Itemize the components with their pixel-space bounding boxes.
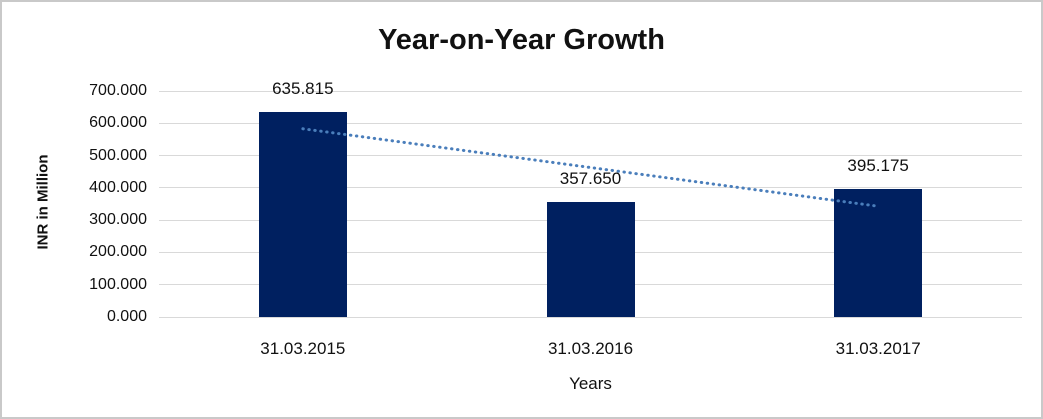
bar — [546, 201, 635, 317]
y-tick-label: 300.000 — [89, 211, 147, 229]
gridline — [159, 90, 1022, 92]
y-tick-label: 500.000 — [89, 146, 147, 164]
y-axis-title: INR in Million — [34, 154, 52, 250]
gridline — [159, 187, 1022, 189]
trendline — [301, 127, 880, 208]
y-tick-label: 200.000 — [89, 243, 147, 261]
x-category-label: 31.03.2016 — [547, 339, 634, 358]
gridline — [159, 122, 1022, 124]
x-axis-title: Years — [569, 374, 612, 393]
y-tick-label: 0.000 — [106, 308, 147, 325]
bar — [834, 189, 923, 317]
x-category-label: 31.03.2015 — [260, 339, 346, 358]
bar — [258, 111, 347, 317]
gridline — [159, 316, 1022, 318]
bar-value-label: 635.815 — [272, 78, 334, 98]
gridline — [159, 155, 1022, 157]
x-category-label: 31.03.2017 — [835, 339, 921, 358]
y-tick-label: 400.000 — [89, 178, 147, 196]
chart-title: Year-on-Year Growth — [378, 24, 665, 56]
bar-value-label: 357.650 — [559, 168, 622, 188]
plot-area — [159, 90, 1022, 318]
y-tick-label: 100.000 — [89, 275, 147, 293]
bar-value-label: 395.175 — [847, 156, 909, 176]
y-tick-label: 600.000 — [89, 114, 147, 132]
y-tick-label: 700.000 — [89, 82, 147, 99]
